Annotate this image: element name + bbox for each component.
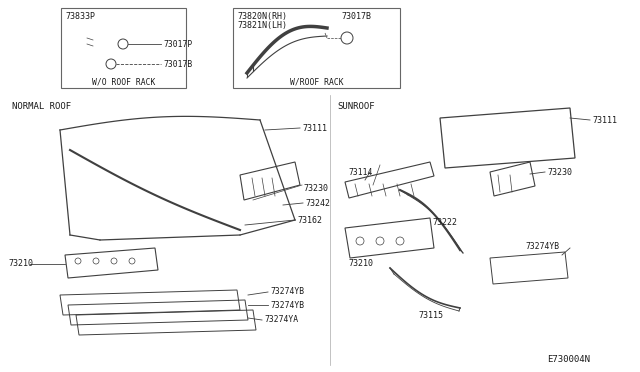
Text: 73833P: 73833P	[65, 12, 95, 20]
Circle shape	[129, 258, 135, 264]
Text: 73114: 73114	[348, 167, 372, 176]
Text: E730004N: E730004N	[547, 356, 590, 365]
Circle shape	[106, 59, 116, 69]
Circle shape	[396, 237, 404, 245]
Text: 73820N(RH): 73820N(RH)	[237, 12, 287, 20]
Bar	[233, 8, 400, 88]
Text: 73017B: 73017B	[163, 60, 192, 68]
Circle shape	[118, 39, 128, 49]
Text: 73210: 73210	[348, 260, 373, 269]
Text: 73274YB: 73274YB	[270, 288, 304, 296]
Circle shape	[356, 237, 364, 245]
Text: W/O ROOF RACK: W/O ROOF RACK	[92, 77, 155, 87]
Text: 73230: 73230	[303, 183, 328, 192]
Text: 73274YA: 73274YA	[264, 315, 298, 324]
Text: W/ROOF RACK: W/ROOF RACK	[290, 77, 343, 87]
Circle shape	[111, 258, 117, 264]
Text: 73222: 73222	[432, 218, 457, 227]
Circle shape	[93, 258, 99, 264]
Text: NORMAL ROOF: NORMAL ROOF	[12, 102, 71, 110]
Text: 73274YB: 73274YB	[525, 241, 559, 250]
Text: 73242: 73242	[305, 199, 330, 208]
Text: 73115: 73115	[418, 311, 443, 320]
Text: 73210: 73210	[8, 260, 33, 269]
Circle shape	[376, 237, 384, 245]
Text: 73821N(LH): 73821N(LH)	[237, 20, 287, 29]
Text: 73017B: 73017B	[341, 12, 371, 20]
Text: 73274YB: 73274YB	[270, 301, 304, 310]
Text: 73017P: 73017P	[163, 39, 192, 48]
Text: 73230: 73230	[547, 167, 572, 176]
Text: 73162: 73162	[297, 215, 322, 224]
Bar	[61, 8, 186, 88]
Text: SUNROOF: SUNROOF	[337, 102, 374, 110]
Text: 73111: 73111	[592, 115, 617, 125]
Circle shape	[341, 32, 353, 44]
Circle shape	[75, 258, 81, 264]
Text: 73111: 73111	[302, 124, 327, 132]
